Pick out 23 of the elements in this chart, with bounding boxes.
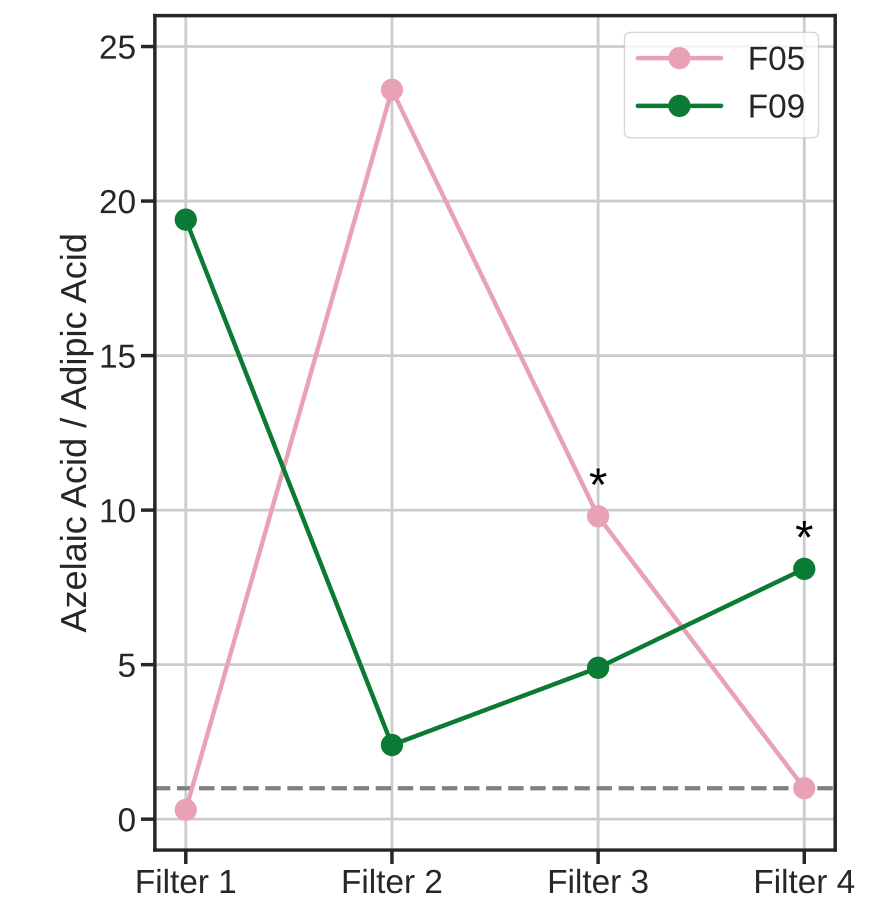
y-tick-label: 20 <box>100 190 135 214</box>
point <box>380 734 404 756</box>
point <box>587 656 610 679</box>
point <box>793 777 816 800</box>
y-tick-label: 10 <box>102 498 135 523</box>
y-tick-label: 5 <box>118 654 135 678</box>
x-tick-label: Filter 4 <box>756 868 854 894</box>
x-tick-label: Filter 3 <box>550 868 648 894</box>
point <box>587 505 610 528</box>
point <box>174 208 197 231</box>
y-axis-title: Azelaic Acid / Adipic Acid <box>60 235 94 633</box>
point <box>174 798 197 822</box>
y-tick-label: 25 <box>100 35 135 59</box>
annotation: * <box>796 520 813 538</box>
point <box>793 558 816 580</box>
x-tick-label: Filter 2 <box>344 868 442 894</box>
legend-label: F05 <box>750 46 804 70</box>
y-tick-label: 0 <box>118 808 135 832</box>
legend-label: F09 <box>750 94 804 118</box>
y-tick-label: 15 <box>102 344 135 368</box>
point <box>380 78 404 101</box>
x-tick-label: Filter 1 <box>138 868 236 894</box>
annotation: * <box>590 468 607 486</box>
